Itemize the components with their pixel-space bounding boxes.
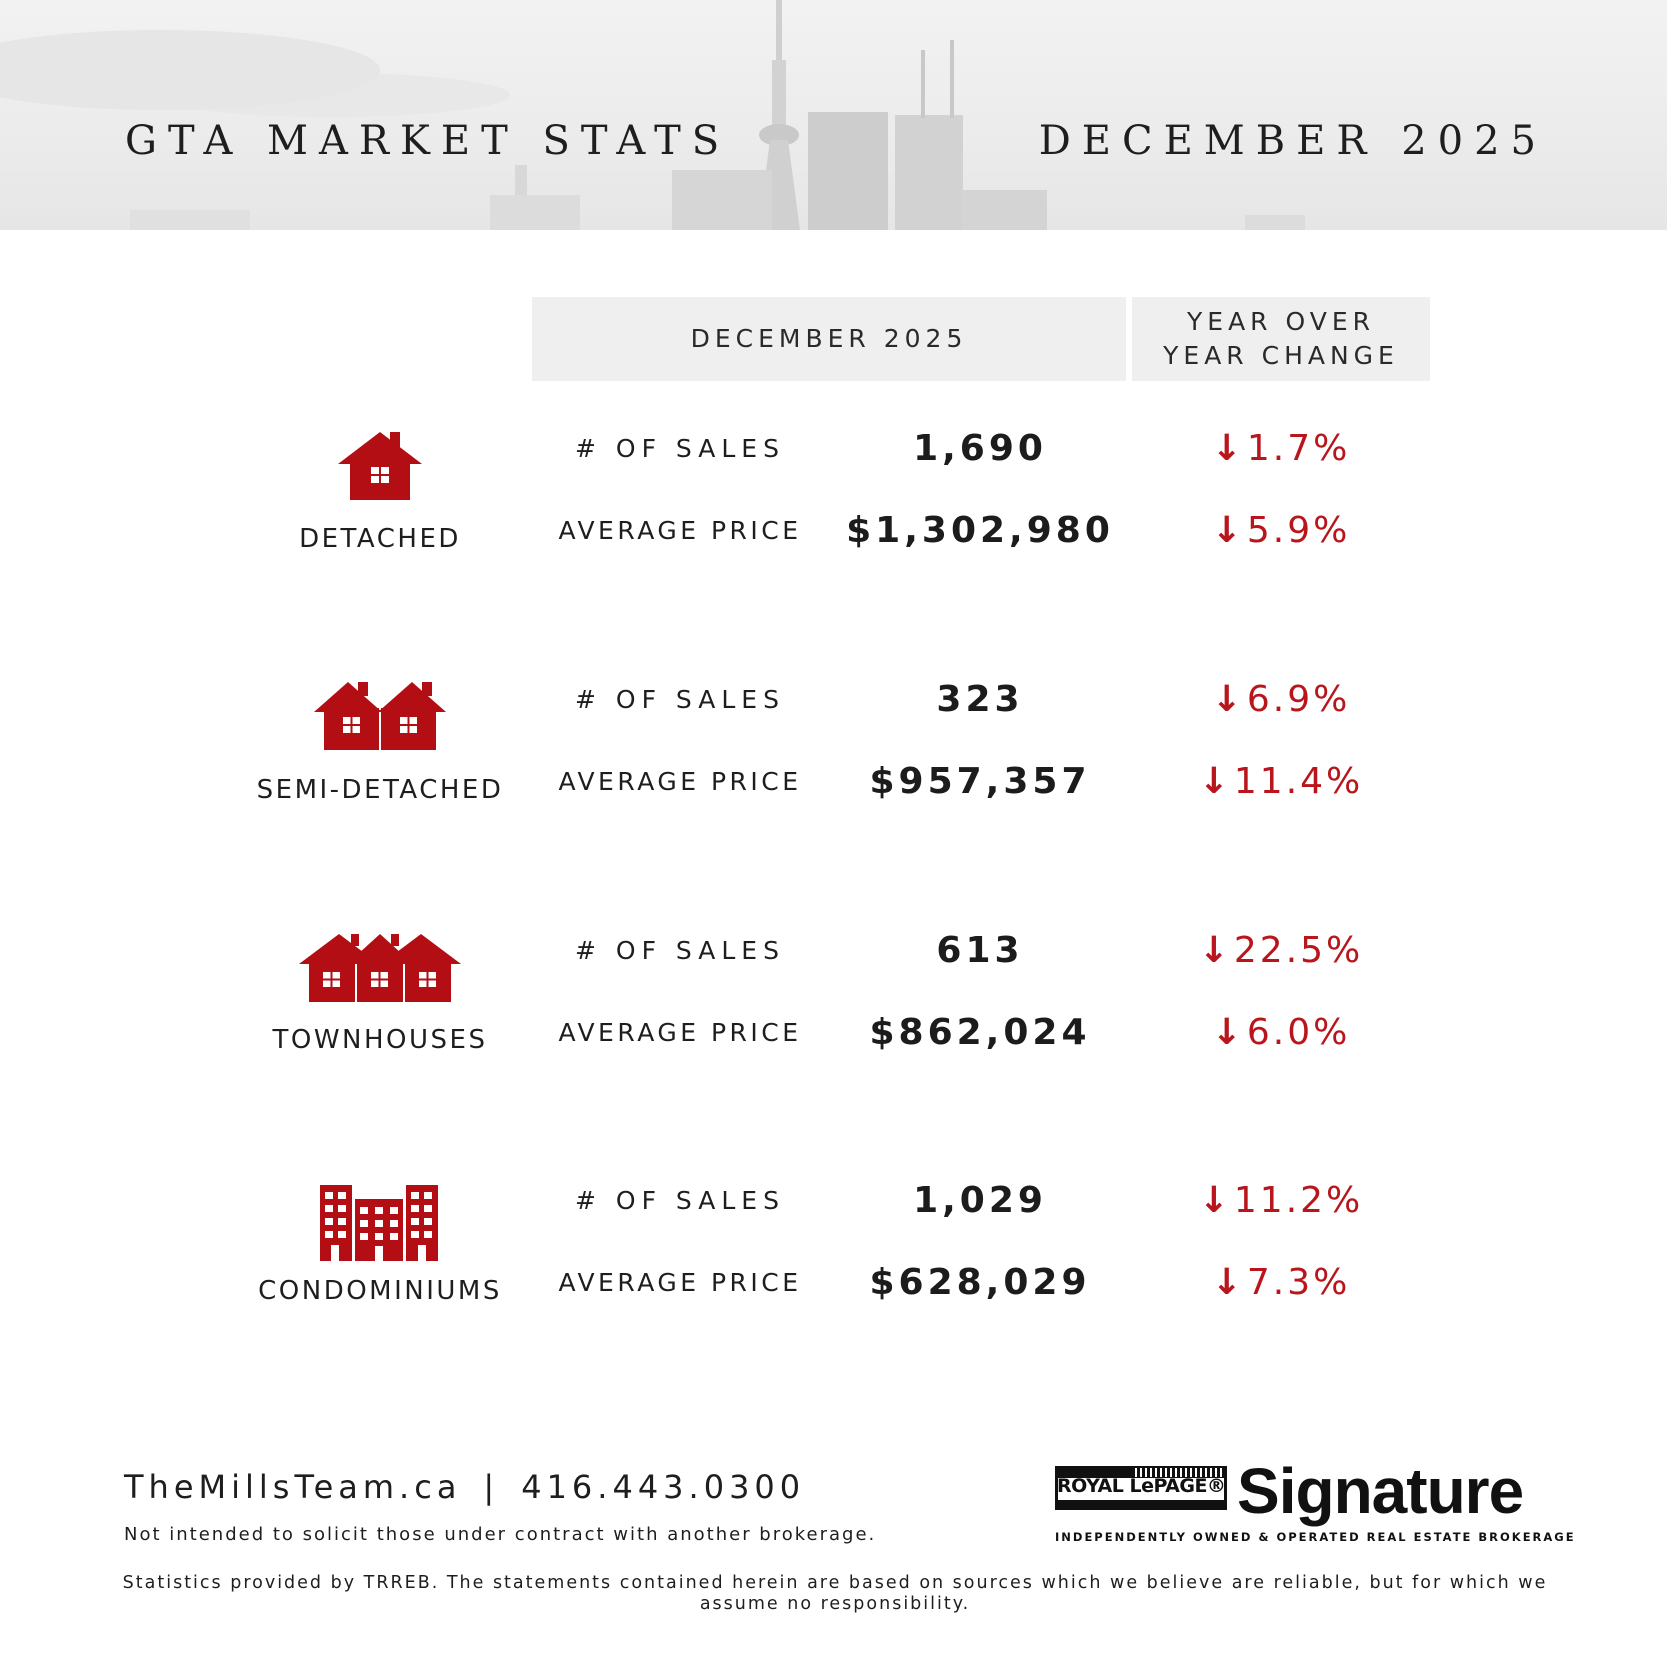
sales-change: ↓11.2% (1131, 1180, 1431, 1221)
sales-value: 323 (936, 679, 1024, 720)
price-change-value: 7.3% (1246, 1262, 1351, 1303)
column-header-yoy-line2: YEAR CHANGE (1163, 341, 1399, 370)
price-value: $862,024 (869, 1012, 1091, 1053)
semi-detached-icon (314, 682, 446, 750)
price-value: $1,302,980 (846, 510, 1114, 551)
phone-number[interactable]: 416.443.0300 (521, 1468, 806, 1506)
brokerage-note: Not intended to solicit those under cont… (124, 1524, 877, 1545)
arrow-down-icon: ↓ (1198, 1180, 1232, 1221)
footer-separator: | (483, 1468, 500, 1506)
sales-value: 613 (936, 930, 1024, 971)
price-change-value: 11.4% (1233, 761, 1364, 802)
sales-change-value: 6.9% (1246, 679, 1351, 720)
brokerage-tagline: INDEPENDENTLY OWNED & OPERATED REAL ESTA… (1055, 1530, 1576, 1544)
column-header-yoy: YEAR OVER YEAR CHANGE (1132, 297, 1430, 381)
price-change: ↓6.0% (1131, 1012, 1431, 1053)
price-label: AVERAGE PRICE (558, 1268, 802, 1297)
townhouses-icon (299, 934, 461, 1002)
signature-wordmark: Signature (1237, 1455, 1524, 1527)
arrow-down-icon: ↓ (1211, 428, 1245, 469)
arrow-down-icon: ↓ (1198, 930, 1232, 971)
arrow-down-icon: ↓ (1198, 761, 1232, 802)
arrow-down-icon: ↓ (1211, 510, 1245, 551)
price-label: AVERAGE PRICE (558, 516, 802, 545)
price-label: AVERAGE PRICE (558, 1018, 802, 1047)
sales-change-value: 22.5% (1233, 930, 1364, 971)
price-change-value: 5.9% (1246, 510, 1351, 551)
royal-lepage-logo-icon (1055, 1466, 1227, 1510)
house-icon (338, 432, 422, 500)
price-change: ↓11.4% (1131, 761, 1431, 802)
royal-lepage-signature-logo: ROYAL LePAGE® Signature INDEPENDENTLY OW… (1055, 1455, 1574, 1546)
page-title: GTA MARKET STATS (125, 118, 731, 164)
footer-contact: TheMillsTeam.ca | 416.443.0300 (124, 1468, 805, 1506)
sales-change-value: 11.2% (1233, 1180, 1364, 1221)
sales-value: 1,690 (913, 428, 1047, 469)
sales-change: ↓22.5% (1131, 930, 1431, 971)
category-label-townhouses: TOWNHOUSES (272, 1025, 488, 1055)
royal-lepage-wordmark: ROYAL LePAGE® (1057, 1475, 1226, 1497)
sales-label: # OF SALES (575, 1186, 785, 1215)
price-change-value: 6.0% (1246, 1012, 1351, 1053)
sales-value: 1,029 (913, 1180, 1047, 1221)
price-value: $957,357 (869, 761, 1091, 802)
sales-change: ↓6.9% (1131, 679, 1431, 720)
arrow-down-icon: ↓ (1211, 1012, 1245, 1053)
price-change: ↓7.3% (1131, 1262, 1431, 1303)
website-link[interactable]: TheMillsTeam.ca (124, 1468, 462, 1506)
condo-building-icon (320, 1185, 438, 1261)
price-label: AVERAGE PRICE (558, 767, 802, 796)
header-banner: GTA MARKET STATS DECEMBER 2025 (0, 0, 1667, 230)
arrow-down-icon: ↓ (1211, 679, 1245, 720)
category-label-semi-detached: SEMI-DETACHED (256, 775, 504, 805)
toronto-skyline-icon (0, 0, 1305, 230)
report-month: DECEMBER 2025 (1038, 118, 1547, 164)
sales-change-value: 1.7% (1246, 428, 1351, 469)
sales-label: # OF SALES (575, 936, 785, 965)
disclaimer: Statistics provided by TRREB. The statem… (122, 1573, 1548, 1614)
sales-change: ↓1.7% (1131, 428, 1431, 469)
price-change: ↓5.9% (1131, 510, 1431, 551)
column-header-yoy-line1: YEAR OVER (1187, 307, 1375, 336)
category-label-detached: DETACHED (299, 524, 461, 554)
price-value: $628,029 (869, 1262, 1091, 1303)
arrow-down-icon: ↓ (1211, 1262, 1245, 1303)
sales-label: # OF SALES (575, 685, 785, 714)
column-header-month: DECEMBER 2025 (532, 297, 1126, 381)
sales-label: # OF SALES (575, 434, 785, 463)
category-label-condominiums: CONDOMINIUMS (258, 1276, 502, 1306)
